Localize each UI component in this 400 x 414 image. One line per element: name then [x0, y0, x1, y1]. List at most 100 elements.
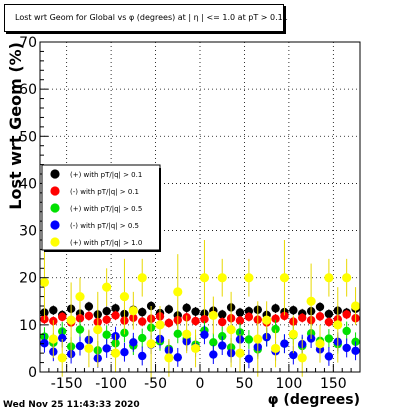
data-point — [102, 330, 111, 339]
chart-title-box: Lost wrt Geom for Global vs φ (degrees) … — [4, 4, 288, 32]
data-point — [102, 315, 111, 324]
data-point — [129, 338, 138, 347]
legend-marker — [50, 169, 60, 179]
legend-label: (+) with pT/|q| > 1.0 — [70, 239, 142, 247]
data-point — [58, 333, 67, 343]
data-point — [217, 273, 227, 283]
data-point — [191, 316, 200, 326]
x-tick-label: 150 — [320, 376, 347, 392]
data-point — [280, 311, 289, 321]
data-point — [128, 306, 138, 316]
data-point — [75, 341, 85, 351]
data-point — [173, 329, 182, 339]
data-point — [315, 302, 325, 312]
y-axis-label: Lost wrt Geom (%) — [6, 42, 25, 210]
data-point — [84, 311, 94, 321]
data-point — [315, 339, 325, 349]
data-point — [164, 318, 174, 328]
data-point — [102, 306, 111, 316]
chart-title: Lost wrt Geom for Global vs φ (degrees) … — [15, 13, 288, 22]
data-point — [40, 339, 49, 348]
y-tick-label: 60 — [19, 82, 37, 98]
data-point — [298, 313, 307, 322]
legend-box — [41, 164, 161, 251]
data-point — [342, 310, 351, 319]
data-point — [342, 343, 351, 353]
data-point — [138, 317, 147, 326]
data-point — [218, 341, 227, 350]
data-point — [271, 324, 280, 334]
data-point — [324, 352, 334, 361]
y-tick-label: 30 — [19, 224, 37, 240]
data-point — [235, 348, 245, 358]
y-tick-label: 0 — [28, 365, 37, 381]
data-point — [119, 291, 130, 302]
legend-marker — [50, 237, 60, 247]
data-point — [244, 312, 254, 322]
x-tick-label: -150 — [51, 376, 83, 392]
x-tick-label: -100 — [95, 376, 127, 392]
data-point — [270, 343, 281, 354]
y-tick-label: 40 — [19, 176, 37, 192]
legend-marker — [50, 203, 60, 213]
data-point — [138, 351, 147, 361]
data-point — [137, 273, 147, 283]
data-point — [155, 320, 165, 330]
data-point — [58, 312, 67, 322]
data-point — [93, 324, 103, 335]
data-point — [289, 350, 298, 360]
data-point — [342, 273, 352, 283]
data-point — [111, 304, 120, 313]
data-point — [182, 329, 192, 339]
data-point — [351, 346, 360, 355]
data-point — [288, 329, 298, 339]
data-point — [262, 315, 272, 325]
data-point — [271, 314, 280, 323]
data-point — [57, 353, 67, 363]
data-point — [146, 339, 156, 349]
y-tick-label: 10 — [19, 318, 37, 334]
data-point — [173, 353, 182, 362]
data-point — [84, 343, 94, 354]
data-point — [226, 324, 236, 335]
data-point — [218, 310, 227, 319]
data-point — [333, 320, 343, 330]
data-point — [199, 273, 210, 283]
legend-label: (-) with pT/|q| > 0.1 — [70, 188, 139, 196]
data-point — [102, 282, 112, 292]
data-point — [111, 311, 120, 320]
data-point — [173, 287, 183, 297]
data-point — [164, 305, 174, 314]
data-point — [289, 306, 298, 315]
legend-label: (-) with pT/|q| > 0.5 — [70, 222, 139, 230]
y-tick-label: 20 — [19, 271, 37, 287]
data-point — [75, 291, 85, 302]
data-point — [191, 307, 200, 316]
data-point — [102, 344, 111, 353]
series-5 — [39, 240, 361, 382]
x-tick-label: -50 — [144, 376, 167, 392]
data-point — [244, 273, 254, 283]
data-point — [75, 325, 85, 334]
data-point — [190, 343, 201, 354]
data-point — [164, 353, 174, 363]
datestamp: Wed Nov 25 11:43:33 2020 — [3, 400, 140, 410]
data-point — [48, 334, 58, 344]
data-point — [306, 296, 316, 306]
data-point — [280, 339, 289, 348]
data-point — [279, 273, 290, 283]
data-point — [39, 277, 50, 288]
data-point — [297, 353, 307, 363]
legend-marker — [50, 220, 60, 230]
data-point — [66, 315, 76, 325]
data-point — [110, 348, 121, 358]
x-tick-label: 50 — [236, 376, 254, 392]
data-point — [84, 302, 94, 311]
data-point — [350, 301, 361, 311]
data-point — [324, 273, 334, 283]
data-point — [120, 348, 129, 357]
legend-marker — [50, 186, 60, 196]
data-point — [342, 326, 351, 336]
data-point — [324, 334, 334, 343]
legend: (+) with pT/|q| > 0.1 (-) with pT/|q| > 0… — [41, 164, 161, 252]
